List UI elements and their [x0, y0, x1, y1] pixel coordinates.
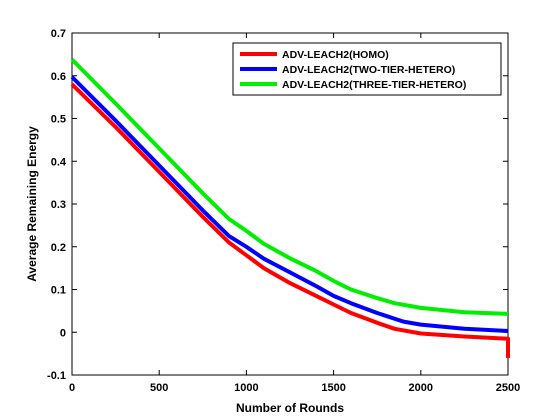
x-tick-label: 0 — [69, 382, 75, 394]
series-line-homo — [70, 82, 510, 358]
y-tick-label: 0.5 — [51, 114, 66, 126]
x-tick-label: 1000 — [234, 382, 258, 394]
x-tick-label: 1500 — [321, 382, 345, 394]
y-axis-ticks: -0.1 0 0.1 0.2 0.3 0.4 0.5 0.6 0.7 — [47, 28, 508, 382]
series-line-three-tier-hetero — [70, 58, 509, 316]
y-tick-label: 0 — [60, 327, 66, 339]
legend-label-homo: ADV-LEACH2(HOMO) — [282, 49, 389, 61]
x-tick-label: 2000 — [409, 382, 433, 394]
legend-box — [232, 42, 502, 96]
series-lines — [70, 58, 510, 358]
x-axis-ticks: 0 500 1000 1500 2000 2500 — [69, 33, 520, 394]
series-line-two-tier-hetero — [70, 75, 509, 333]
y-tick-label: -0.1 — [47, 370, 66, 382]
legend-label-two-tier: ADV-LEACH2(TWO-TIER-HETERO) — [282, 64, 455, 76]
y-tick-label: 0.7 — [51, 28, 66, 40]
y-axis-label: Average Remaining Energy — [25, 126, 39, 282]
legend-label-three-tier: ADV-LEACH2(THREE-TIER-HETERO) — [282, 79, 466, 91]
legend: ADV-LEACH2(HOMO) ADV-LEACH2(TWO-TIER-HET… — [232, 42, 502, 96]
y-tick-label: 0.4 — [51, 156, 67, 168]
y-tick-label: 0.2 — [51, 242, 66, 254]
y-tick-label: 0.6 — [51, 71, 66, 83]
y-tick-label: 0.3 — [51, 199, 66, 211]
x-axis-label: Number of Rounds — [236, 401, 344, 415]
x-tick-label: 500 — [150, 382, 168, 394]
y-tick-label: 0.1 — [51, 285, 66, 297]
x-tick-label: 2500 — [496, 382, 520, 394]
